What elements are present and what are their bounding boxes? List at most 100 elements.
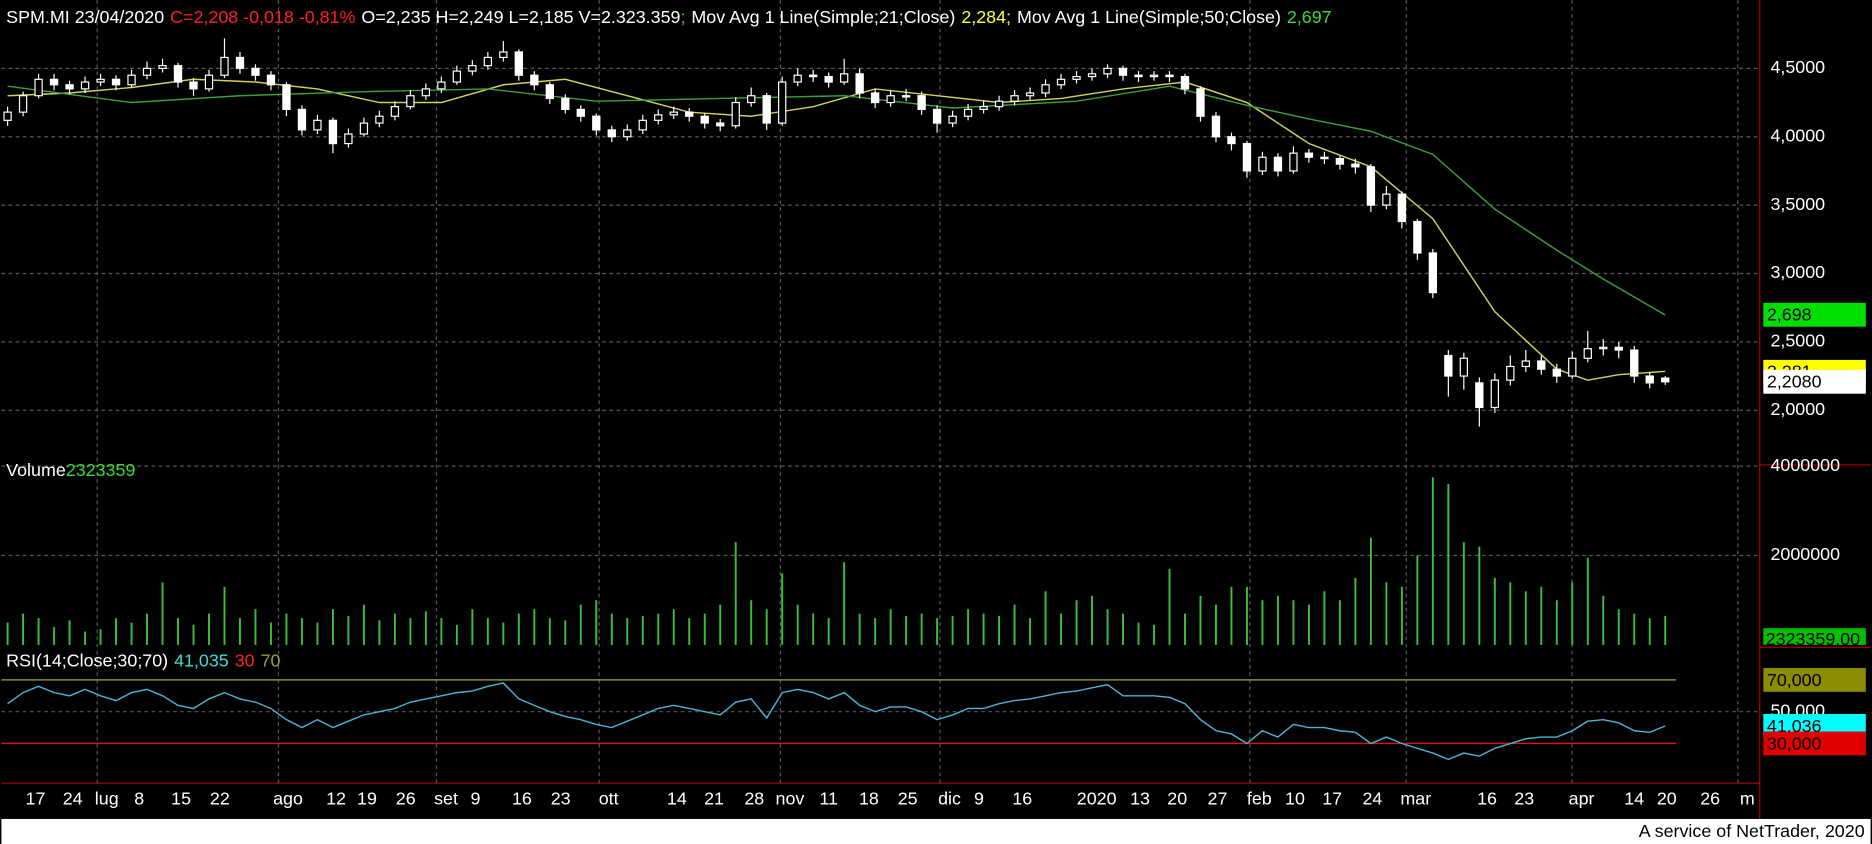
volume-bar [270,622,272,645]
candle-body [1568,357,1577,377]
x-tick-label: 17 [26,789,46,809]
x-tick-label: feb [1247,789,1272,809]
candle-body [1056,78,1066,86]
x-tick-label: 2020 [1077,789,1117,809]
close-info: C=2,208 -0,018 -0,81% [170,7,355,27]
candle-body [49,78,59,86]
x-tick-label: 23 [551,789,571,809]
candle-body [561,97,570,110]
volume-bar [254,609,257,645]
x-tick-label: set [434,789,458,809]
rsi-lower: 30 [235,650,255,670]
volume-bar [641,615,644,645]
volume-bar [734,542,737,645]
volume-bar [409,618,412,645]
volume-bar [1323,591,1326,645]
candle-body [1320,156,1329,160]
volume-bar [858,613,861,645]
candle-body [932,108,942,124]
volume-bar [1122,613,1124,645]
candle-body [1180,75,1190,90]
volume-bar [936,618,939,645]
volume-bar [362,604,365,645]
candle-body [793,74,802,83]
volume-bar [998,615,1001,645]
volume-bar [440,618,443,645]
x-tick-label: 24 [63,789,83,809]
volume-bar [1029,618,1032,645]
value-boxes: 2,6982,2812,20802323359,0070,00041,03630… [1763,302,1866,756]
legend-ma50: Mov Avg 1 Line(Simple;50;Close) [1017,7,1281,27]
ma21-value: 2,284 [961,7,1006,27]
volume-bar [827,618,830,645]
candle-body [778,81,787,124]
candle-body [1087,73,1097,78]
candle-body [80,81,90,90]
volume-bar [1385,582,1388,645]
volume-bar [626,618,629,645]
volume-bar [1153,624,1155,645]
volume-bar [1354,577,1357,645]
candle-body [886,95,895,104]
rsi-value: 41,035 [174,650,229,670]
volume-bar [982,613,985,645]
volume-bar [424,611,427,645]
x-tick-label: 26 [396,789,416,809]
volume-bar [951,615,954,645]
candle-body [762,95,771,124]
marks [1,38,1677,761]
volume-bar [99,629,102,645]
volume-bar [967,609,970,645]
rsi-title: RSI(14;Close;30;70) 41,035 30 70 [6,650,280,670]
volume-bar [1215,604,1217,645]
volume-bar [223,586,226,645]
candle-body [359,122,369,135]
candle-body [607,129,616,138]
candle-body [1025,92,1035,97]
volume-bar [1060,613,1063,645]
candle-body [747,95,756,104]
volume-bar [1106,609,1109,645]
volume-bar [22,613,25,645]
candle-body [994,100,1004,108]
candle-body [1397,193,1407,223]
volume-bar [1555,600,1558,645]
volume-bar [208,613,210,645]
volume-bar [6,622,9,645]
volume-bar [781,573,784,645]
candle-body [669,111,678,116]
candle-body [1258,156,1267,172]
volume-bar [239,618,241,645]
candle-body [685,111,694,117]
volume-bar [688,618,691,645]
candle-body [406,95,415,108]
symbol: SPM.MI 23/04/2020 [6,7,164,27]
candle-body [1382,193,1391,206]
candle-body [1289,152,1298,172]
volume-bar [1524,591,1527,645]
x-tick-label: 16 [512,789,532,809]
volume-bar [548,618,551,645]
volume-bar [1184,613,1186,645]
volume-bar [1261,600,1264,645]
volume-bar [455,624,458,645]
candle-body [1521,360,1530,368]
value-box-label: 2,698 [1767,305,1812,325]
volume-bar [905,615,908,645]
candle-body [204,74,214,90]
candle-body [96,78,105,83]
ma50-value: 2,697 [1287,7,1332,27]
volume-bar [719,604,722,645]
candle-body [1552,368,1561,377]
x-tick-label: dic [938,789,961,809]
value-box-label: 2,2080 [1767,372,1822,392]
candle-body [623,129,632,138]
candle-body [1041,84,1050,94]
candle-body [1134,74,1143,78]
candle-body [173,65,183,83]
candle-body [189,81,198,90]
volume-bar [68,620,71,645]
y-tick-label: 3,5000 [1770,194,1825,214]
volume-bar [1431,477,1434,645]
volume-bar [1447,483,1450,645]
